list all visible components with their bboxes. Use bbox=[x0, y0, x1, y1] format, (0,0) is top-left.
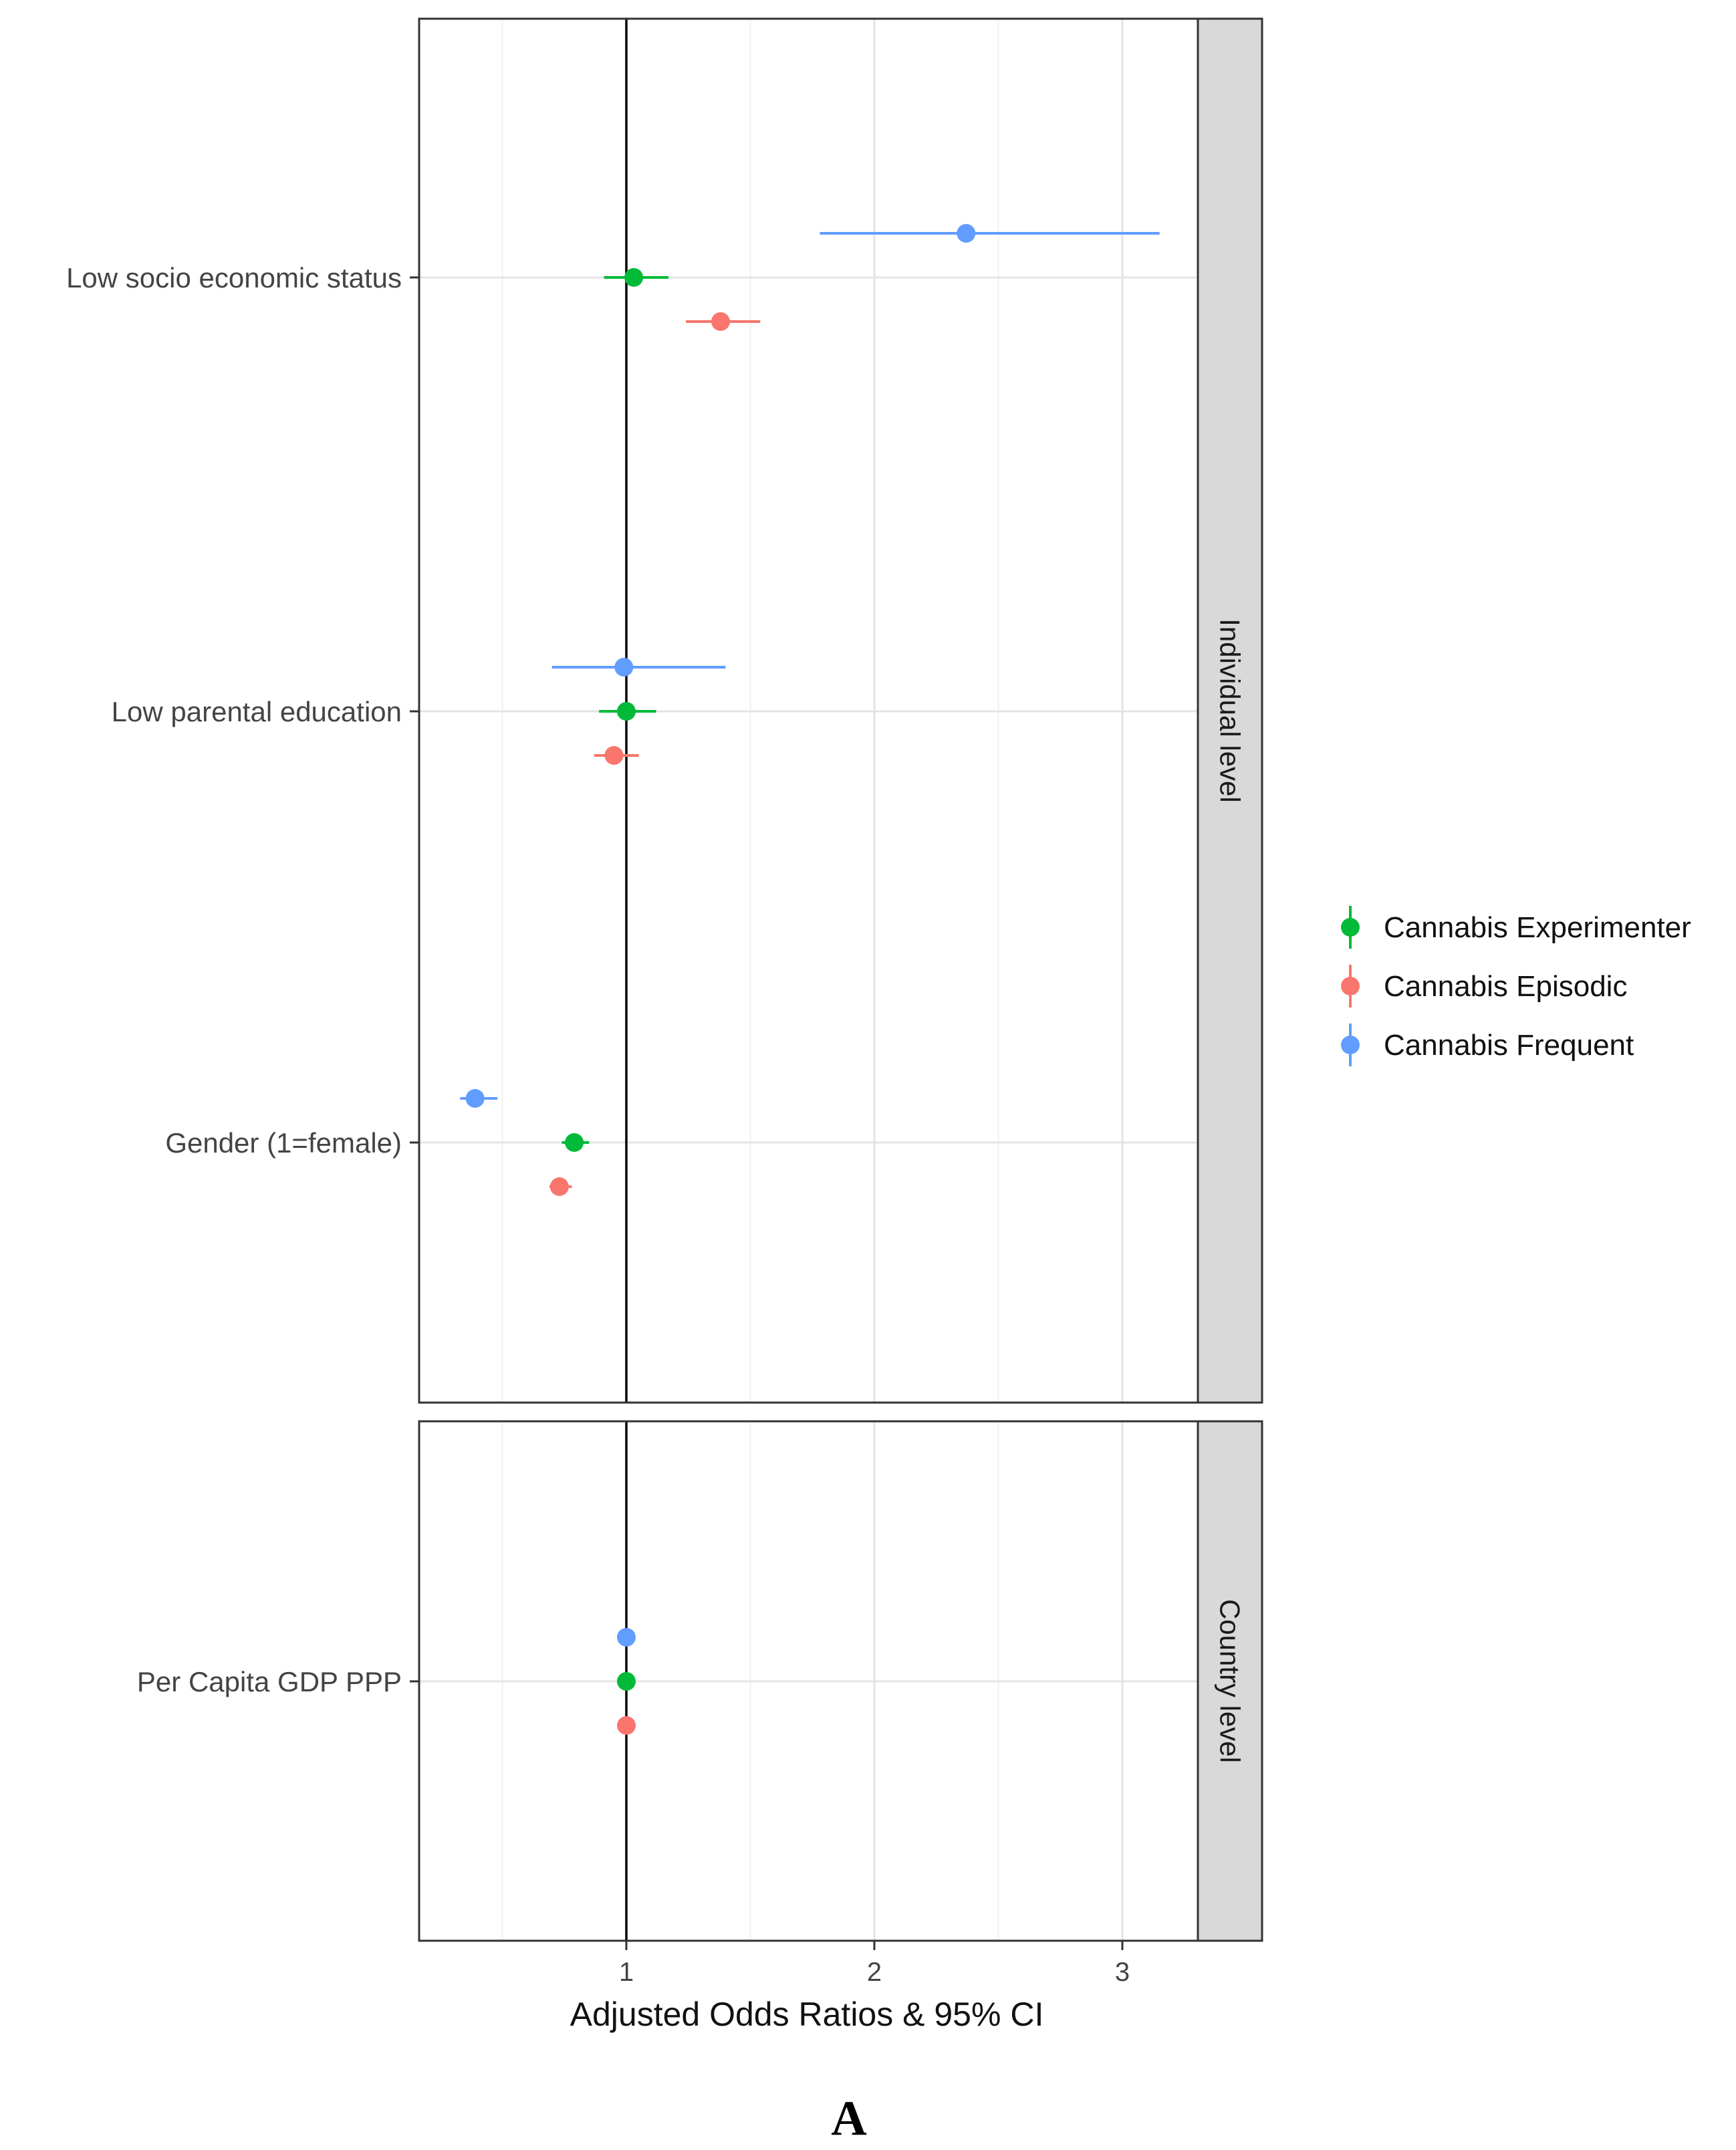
facets-layer: Low socio economic status Low parental ed… bbox=[66, 17, 1263, 1942]
point-estimate bbox=[614, 658, 634, 677]
point-estimate bbox=[624, 268, 644, 287]
y-tick-label: Low parental education bbox=[112, 696, 402, 727]
point-estimate bbox=[565, 1133, 584, 1152]
estimate-gender-1-female-cannabis-episodic bbox=[549, 1177, 572, 1196]
estimate-low-socio-economic-status-cannabis-episodic bbox=[686, 312, 761, 331]
estimate-gender-1-female-cannabis-experimenter bbox=[562, 1133, 590, 1152]
facet-strip bbox=[1197, 1420, 1263, 1942]
point-estimate bbox=[617, 1628, 636, 1647]
point-estimate bbox=[604, 746, 624, 765]
estimate-low-socio-economic-status-cannabis-experimenter bbox=[604, 268, 669, 287]
estimate-per-capita-gdp-ppp-cannabis-experimenter bbox=[617, 1672, 636, 1691]
facet-strip-label: Individual level bbox=[1215, 618, 1246, 803]
x-axis: 1 2 3 bbox=[619, 1941, 1130, 1987]
x-tick-label: 2 bbox=[867, 1957, 882, 1987]
point-estimate bbox=[617, 1716, 636, 1735]
legend-item-cannabis-episodic: Cannabis Episodic bbox=[1341, 965, 1627, 1007]
y-tick-label: Per Capita GDP PPP bbox=[137, 1666, 402, 1697]
point-estimate bbox=[617, 1672, 636, 1691]
facet-strip bbox=[1197, 17, 1263, 1404]
estimate-low-parental-education-cannabis-frequent bbox=[551, 658, 726, 677]
estimate-per-capita-gdp-ppp-cannabis-frequent bbox=[617, 1628, 636, 1647]
legend-item-cannabis-frequent: Cannabis Frequent bbox=[1341, 1024, 1634, 1066]
facet-strip-label: Country level bbox=[1215, 1599, 1246, 1763]
estimate-gender-1-female-cannabis-frequent bbox=[460, 1089, 498, 1108]
point-estimate bbox=[465, 1089, 485, 1108]
point-estimate bbox=[711, 312, 730, 331]
estimate-per-capita-gdp-ppp-cannabis-episodic bbox=[617, 1716, 636, 1735]
legend-label: Cannabis Episodic bbox=[1384, 970, 1627, 1003]
x-axis-title: Adjusted Odds Ratios & 95% CI bbox=[570, 1996, 1044, 2033]
panel-letter: A bbox=[831, 2091, 866, 2146]
facet-country-level: Per Capita GDP PPP Country level bbox=[137, 1420, 1263, 1942]
x-tick-label: 1 bbox=[619, 1957, 634, 1987]
point-estimate bbox=[617, 702, 636, 721]
estimate-low-socio-economic-status-cannabis-frequent bbox=[820, 224, 1160, 243]
estimate-low-parental-education-cannabis-experimenter bbox=[599, 702, 656, 721]
legend-item-cannabis-experimenter: Cannabis Experimenter bbox=[1341, 906, 1691, 949]
y-tick-label: Gender (1=female) bbox=[165, 1127, 402, 1159]
point-estimate bbox=[957, 224, 976, 243]
legend-label: Cannabis Experimenter bbox=[1384, 911, 1691, 944]
estimate-low-parental-education-cannabis-episodic bbox=[594, 746, 639, 765]
facet-individual-level: Low socio economic status Low parental ed… bbox=[66, 17, 1263, 1404]
legend-key-point bbox=[1341, 918, 1360, 937]
legend-key-point bbox=[1341, 1036, 1360, 1054]
x-tick-label: 3 bbox=[1115, 1957, 1130, 1987]
point-estimate bbox=[549, 1177, 569, 1196]
legend-label: Cannabis Frequent bbox=[1384, 1029, 1634, 1062]
legend-key-point bbox=[1341, 977, 1360, 995]
y-tick-label: Low socio economic status bbox=[66, 262, 402, 293]
legend: Cannabis Experimenter Cannabis Episodic Ca… bbox=[1341, 906, 1691, 1066]
